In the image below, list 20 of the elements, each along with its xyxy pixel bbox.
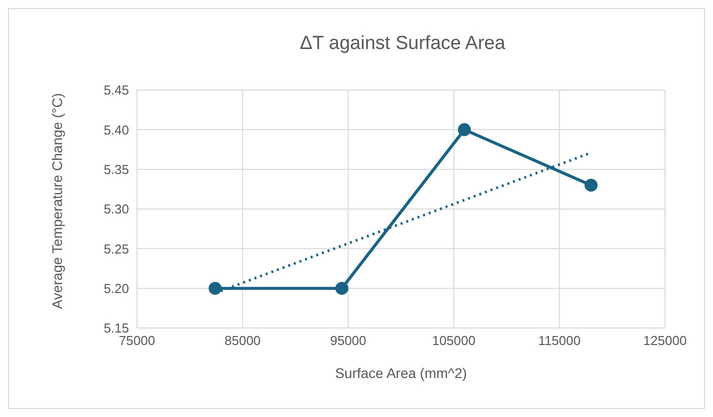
x-tick-label: 75000 bbox=[118, 333, 156, 348]
x-tick-label: 115000 bbox=[538, 333, 581, 348]
y-tick-label: 5.45 bbox=[104, 82, 129, 98]
x-tick-label: 95000 bbox=[330, 333, 366, 348]
y-tick-label: 5.30 bbox=[104, 202, 129, 217]
x-axis-title: Surface Area (mm^2) bbox=[335, 365, 467, 381]
x-tick-label: 85000 bbox=[224, 333, 261, 348]
point bbox=[584, 178, 598, 192]
y-tick-label: 5.20 bbox=[104, 280, 129, 296]
chart-title: ΔT against Surface Area bbox=[298, 33, 506, 55]
point bbox=[208, 282, 222, 295]
y-tick-label: 5.40 bbox=[104, 122, 129, 138]
x-tick-label: 125000 bbox=[643, 333, 687, 348]
y-tick-label: 5.25 bbox=[104, 241, 129, 256]
x-tick-label: 105000 bbox=[432, 333, 476, 348]
y-axis-title: Average Temperature Change (°C) bbox=[48, 93, 65, 309]
y-tick-label: 5.35 bbox=[104, 162, 129, 177]
point bbox=[458, 123, 471, 136]
y-tick-label: 5.15 bbox=[104, 320, 129, 336]
point bbox=[335, 282, 348, 295]
